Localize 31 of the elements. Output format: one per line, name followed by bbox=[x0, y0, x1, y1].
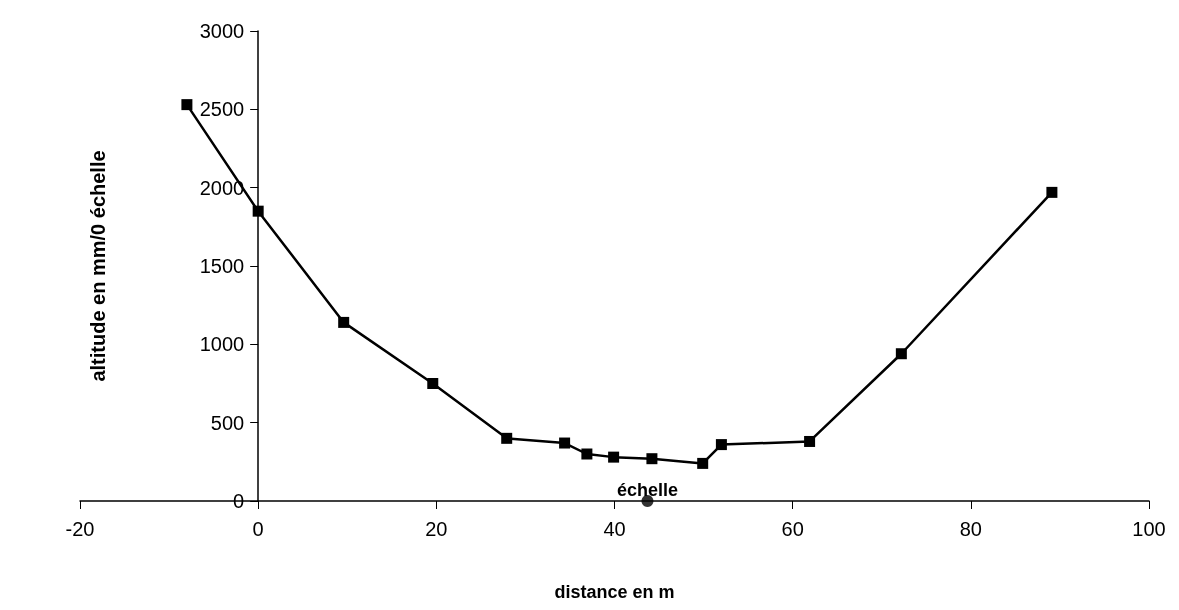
point bbox=[181, 99, 193, 111]
y-tick-label: 2500 bbox=[199, 98, 245, 121]
point bbox=[641, 495, 654, 507]
point bbox=[427, 378, 439, 389]
x-tick-label: -20 bbox=[65, 518, 95, 540]
point bbox=[804, 435, 816, 447]
x-tick-label: 60 bbox=[781, 518, 804, 540]
point bbox=[895, 348, 907, 360]
annotation: échelle bbox=[616, 480, 678, 500]
point bbox=[338, 316, 350, 328]
point bbox=[252, 205, 264, 217]
x-axis-title: distance en m bbox=[554, 582, 675, 602]
x-tick-label: 20 bbox=[425, 518, 448, 540]
y-tick-label: 500 bbox=[210, 411, 245, 434]
x-tick-label: 80 bbox=[959, 518, 982, 540]
x-tick-label: 0 bbox=[252, 518, 264, 540]
point bbox=[715, 439, 727, 451]
y-tick-label: 1500 bbox=[199, 255, 245, 277]
x-tick-label: 40 bbox=[603, 518, 626, 540]
y-tick-label: 3000 bbox=[199, 20, 245, 42]
point bbox=[559, 437, 571, 449]
point bbox=[1046, 186, 1058, 198]
y-tick-label: 2000 bbox=[199, 176, 245, 199]
point bbox=[608, 451, 620, 463]
point bbox=[697, 457, 709, 469]
point bbox=[501, 432, 513, 444]
y-axis-title: altitude en mm/0 échelle bbox=[87, 150, 110, 382]
point bbox=[581, 448, 593, 460]
x-tick-label: 100 bbox=[1132, 518, 1166, 540]
y-tick-label: 1000 bbox=[199, 333, 245, 356]
point bbox=[646, 453, 658, 465]
